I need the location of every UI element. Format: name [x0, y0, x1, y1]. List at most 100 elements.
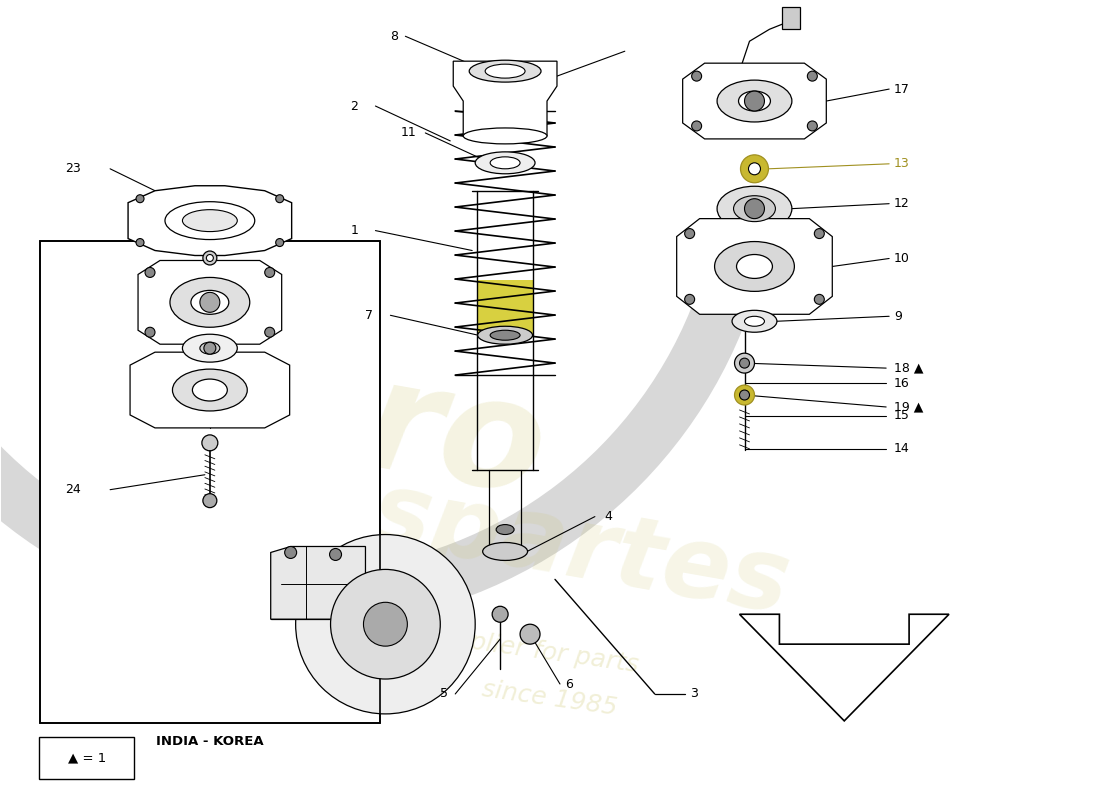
Circle shape — [692, 121, 702, 131]
Circle shape — [363, 602, 407, 646]
Circle shape — [807, 71, 817, 81]
Text: 24: 24 — [65, 483, 81, 496]
Circle shape — [136, 194, 144, 202]
Polygon shape — [271, 546, 365, 619]
Circle shape — [285, 546, 297, 558]
Ellipse shape — [170, 278, 250, 327]
Circle shape — [276, 238, 284, 246]
Text: 8: 8 — [390, 30, 398, 42]
Circle shape — [202, 435, 218, 451]
Text: 5: 5 — [440, 687, 449, 701]
Circle shape — [207, 254, 213, 262]
Circle shape — [265, 327, 275, 338]
Circle shape — [745, 91, 764, 111]
Circle shape — [739, 390, 749, 400]
Text: 19 ▲: 19 ▲ — [894, 401, 924, 414]
Circle shape — [330, 549, 341, 561]
Ellipse shape — [715, 242, 794, 291]
Circle shape — [202, 494, 217, 508]
Text: 16: 16 — [894, 377, 910, 390]
Polygon shape — [683, 63, 826, 139]
Circle shape — [735, 353, 755, 373]
Ellipse shape — [483, 542, 528, 561]
Text: 17: 17 — [894, 82, 910, 95]
Ellipse shape — [737, 254, 772, 278]
Bar — [40, 737, 134, 778]
Circle shape — [745, 198, 764, 218]
Text: 2: 2 — [351, 99, 359, 113]
Circle shape — [748, 163, 760, 174]
Ellipse shape — [470, 60, 541, 82]
Text: 15: 15 — [894, 410, 910, 422]
Text: 4: 4 — [605, 510, 613, 523]
Bar — [40, 241, 380, 723]
Text: 18 ▲: 18 ▲ — [894, 362, 924, 374]
Ellipse shape — [200, 342, 220, 354]
Bar — [782, 7, 801, 30]
Polygon shape — [130, 352, 289, 428]
Ellipse shape — [496, 525, 514, 534]
Ellipse shape — [717, 80, 792, 122]
Text: since 1985: since 1985 — [481, 678, 619, 720]
Polygon shape — [138, 261, 282, 344]
Text: INDIA - KOREA: INDIA - KOREA — [156, 735, 264, 748]
Circle shape — [296, 534, 475, 714]
Ellipse shape — [475, 152, 535, 174]
Text: 13: 13 — [894, 158, 910, 170]
Circle shape — [145, 327, 155, 338]
Ellipse shape — [738, 91, 770, 111]
Ellipse shape — [191, 290, 229, 314]
Ellipse shape — [477, 326, 532, 344]
Text: 9: 9 — [894, 310, 902, 322]
Text: 11: 11 — [400, 126, 416, 139]
Ellipse shape — [463, 128, 547, 144]
Text: spartes: spartes — [363, 465, 796, 634]
Circle shape — [814, 294, 824, 304]
Circle shape — [331, 570, 440, 679]
Text: 3: 3 — [690, 687, 697, 701]
Ellipse shape — [491, 330, 520, 340]
Circle shape — [202, 251, 217, 265]
Circle shape — [739, 358, 749, 368]
Circle shape — [684, 294, 694, 304]
Circle shape — [692, 71, 702, 81]
Circle shape — [807, 121, 817, 131]
Text: euro: euro — [144, 313, 557, 527]
Circle shape — [814, 229, 824, 238]
Circle shape — [276, 194, 284, 202]
Polygon shape — [676, 218, 833, 314]
Text: a supplier for parts: a supplier for parts — [400, 621, 639, 678]
Ellipse shape — [165, 202, 255, 239]
Polygon shape — [453, 61, 557, 136]
Ellipse shape — [485, 64, 525, 78]
Circle shape — [740, 155, 769, 182]
Circle shape — [204, 342, 216, 354]
Circle shape — [200, 292, 220, 312]
Ellipse shape — [183, 210, 238, 231]
Text: 6: 6 — [565, 678, 573, 690]
Circle shape — [145, 267, 155, 278]
Circle shape — [684, 229, 694, 238]
Text: ▲ = 1: ▲ = 1 — [67, 751, 106, 764]
Text: 12: 12 — [894, 197, 910, 210]
Text: 23: 23 — [65, 162, 81, 175]
Text: 10: 10 — [894, 252, 910, 265]
Text: 7: 7 — [365, 309, 374, 322]
Ellipse shape — [734, 196, 776, 222]
Ellipse shape — [745, 316, 764, 326]
Ellipse shape — [717, 186, 792, 231]
Circle shape — [735, 385, 755, 405]
Polygon shape — [739, 614, 949, 721]
Ellipse shape — [173, 369, 248, 411]
Ellipse shape — [192, 379, 228, 401]
Circle shape — [265, 267, 275, 278]
Text: 1: 1 — [351, 224, 359, 237]
Ellipse shape — [732, 310, 777, 332]
Circle shape — [136, 238, 144, 246]
Bar — [477, 281, 534, 335]
Circle shape — [492, 606, 508, 622]
Text: 14: 14 — [894, 442, 910, 455]
Circle shape — [520, 624, 540, 644]
Ellipse shape — [183, 334, 238, 362]
Ellipse shape — [491, 157, 520, 169]
